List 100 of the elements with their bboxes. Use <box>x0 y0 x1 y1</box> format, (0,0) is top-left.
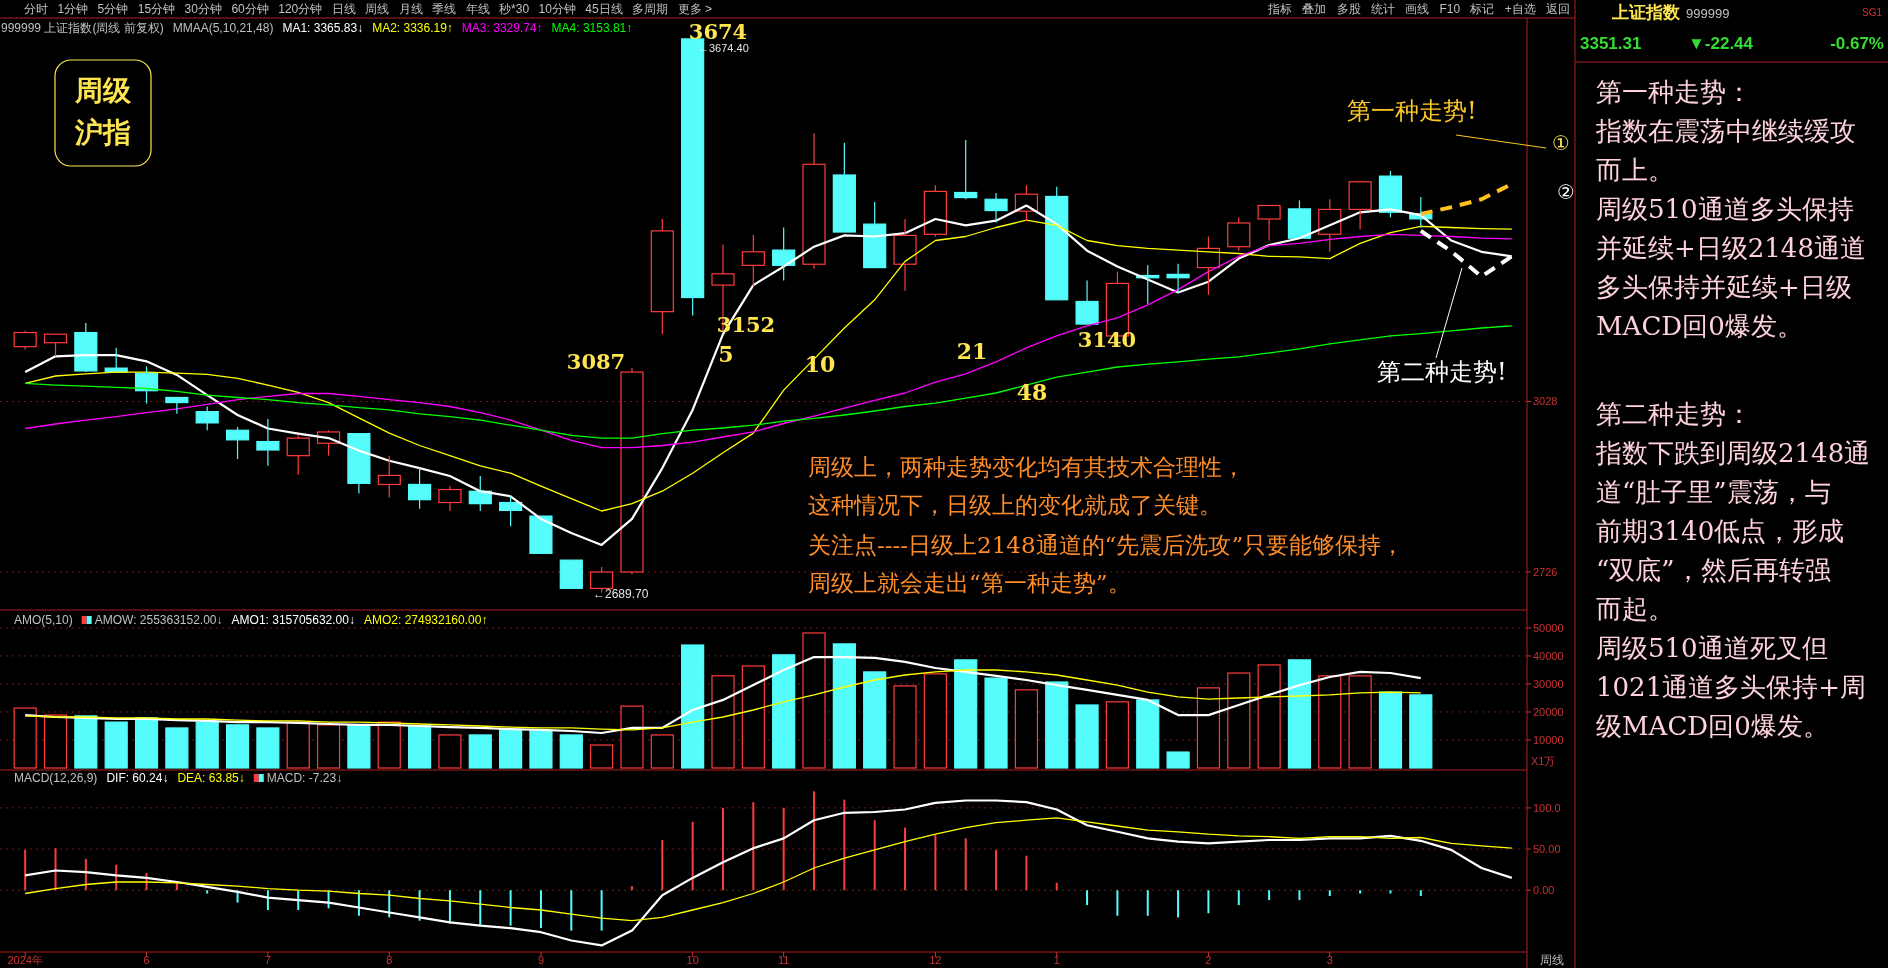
bar <box>1237 890 1240 906</box>
candlestick <box>529 515 553 554</box>
bar <box>377 721 401 769</box>
bar <box>13 707 37 769</box>
bar <box>873 820 876 891</box>
bar <box>509 890 512 926</box>
text: 999999 <box>1686 6 1730 21</box>
bar <box>1378 691 1403 769</box>
bar <box>711 675 735 769</box>
bar <box>1136 699 1160 769</box>
bar <box>570 890 573 931</box>
text: 年线 <box>465 2 490 16</box>
candlestick <box>559 559 583 589</box>
bar <box>1257 664 1281 769</box>
text: 1021通道多头保持+周 <box>1596 672 1866 702</box>
bar <box>206 890 209 894</box>
text: 月线 <box>398 2 423 16</box>
bar <box>934 835 937 891</box>
text: “双底”，然后再转强 <box>1596 555 1831 585</box>
bar <box>741 665 765 769</box>
annotation: 这种情况下，日级上的变化就成了关键。 <box>808 492 1222 518</box>
x-tick-label: 11 <box>777 954 790 966</box>
text: MA2: 3336.19↑ <box>372 21 453 35</box>
bar <box>1348 675 1372 769</box>
text: 5分钟 <box>97 2 129 16</box>
text: 第二种走势： <box>1596 399 1752 429</box>
bar <box>43 714 68 769</box>
text: 前期3140低点，形成 <box>1596 516 1845 546</box>
bar <box>772 654 796 769</box>
legend-label: AMOW: 255363152.00↓ <box>94 613 223 627</box>
bar <box>529 730 553 769</box>
bar <box>1287 659 1312 769</box>
bar <box>832 643 856 769</box>
bar <box>1045 681 1069 769</box>
annotation: 5 <box>718 341 734 367</box>
candlestick <box>1287 199 1312 239</box>
text: 并延续+日级2148通道 <box>1596 233 1866 263</box>
bar <box>904 827 907 891</box>
bar <box>1328 890 1331 896</box>
bar <box>923 673 947 769</box>
y-tick-label: 30000 <box>1533 677 1564 690</box>
annotation: 周级上就会走出“第一种走势”。 <box>808 570 1131 596</box>
text: 道“肚子里”震荡，与 <box>1596 477 1831 507</box>
text: 120分钟 <box>278 2 323 16</box>
bar <box>1055 882 1058 891</box>
bar <box>1014 689 1038 769</box>
line-series <box>24 799 1513 947</box>
annotation: 关注点----日级上2148通道的“先震后洗攻”只要能够保持， <box>808 532 1405 558</box>
bar <box>407 725 432 769</box>
bar <box>620 705 644 769</box>
bar <box>225 724 250 769</box>
bar <box>1196 687 1221 769</box>
text: AMO1: 315705632.00↓ <box>231 613 355 627</box>
y-tick-label: 2726 <box>1533 565 1558 578</box>
chart-title: AMO(5,10) <box>14 613 73 627</box>
annotation: 48 <box>1016 379 1048 405</box>
x-tick-label: 9 <box>537 954 545 966</box>
chart-subtitle: MMAA(5,10,21,48) <box>172 21 274 35</box>
bar <box>661 840 664 891</box>
annotation: ←2689.70 <box>593 587 649 601</box>
bar <box>347 724 371 769</box>
annotation: 第二种走势! <box>1377 358 1507 386</box>
text: ② <box>1557 181 1575 203</box>
text: ① <box>1552 132 1570 154</box>
bar <box>195 721 219 769</box>
text: 季线 <box>432 2 457 16</box>
text: -0.67% <box>1830 34 1884 53</box>
x-tick-label: 7 <box>264 954 271 966</box>
bar <box>893 685 917 769</box>
text: 标记 <box>1469 2 1495 16</box>
bar <box>681 644 705 769</box>
bar <box>802 632 826 769</box>
text: MACD回0爆发。 <box>1596 311 1803 341</box>
bar <box>863 671 887 769</box>
annotation: 3674 <box>688 19 748 44</box>
candlestick <box>74 322 98 372</box>
x-tick-label: 3 <box>1326 954 1333 966</box>
y-tick-label: 3028 <box>1533 395 1558 408</box>
text: 分时 <box>24 2 48 16</box>
annotation: 21 <box>956 338 988 364</box>
text: 叠加 <box>1302 2 1327 16</box>
text: 多周期 <box>632 2 669 16</box>
text: 画线 <box>1405 2 1430 16</box>
bar <box>479 890 482 926</box>
annotation: 沪指 <box>74 116 131 149</box>
x-tick-label: 2 <box>1205 954 1212 966</box>
text: 多股 <box>1336 2 1361 16</box>
text: 而起。 <box>1596 594 1674 624</box>
annotation: 周级 <box>74 74 132 107</box>
bar <box>1177 890 1180 918</box>
candlestick <box>1348 181 1372 230</box>
text: 指标 <box>1267 2 1292 16</box>
bar <box>1268 890 1271 901</box>
bar <box>630 886 633 891</box>
candlestick <box>256 418 280 467</box>
bar <box>1025 855 1028 891</box>
text: AMO2: 274932160.00↑ <box>363 613 488 627</box>
bar <box>256 727 280 769</box>
candlestick <box>165 396 189 415</box>
text: 60分钟 <box>231 2 269 16</box>
